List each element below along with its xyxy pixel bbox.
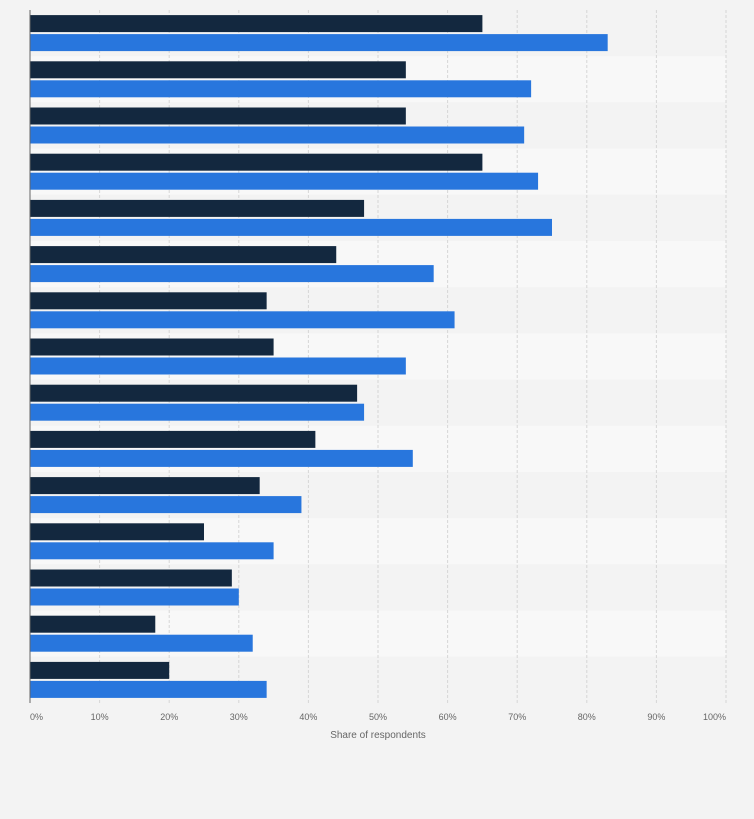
x-tick-label: 90% [647,712,665,722]
bar-series-2 [30,680,267,698]
x-tick-label: 10% [91,712,109,722]
bar-series-1 [30,523,204,541]
bar-series-1 [30,246,337,264]
bar-series-1 [30,338,274,356]
bar-series-2 [30,34,608,52]
bar-series-1 [30,153,483,171]
bar-series-2 [30,542,274,560]
x-tick-label: 70% [508,712,526,722]
bar-series-2 [30,588,239,606]
bar-series-1 [30,292,267,310]
x-tick-label: 0% [30,712,43,722]
x-axis-title: Share of respondents [330,730,426,741]
bar-series-1 [30,61,406,79]
bar-series-1 [30,615,156,633]
bar-series-2 [30,496,302,514]
bar-series-2 [30,403,365,421]
bar-series-2 [30,265,434,283]
bar-series-1 [30,477,260,495]
bar-series-2 [30,218,552,236]
bar-series-2 [30,449,413,467]
bar-series-1 [30,569,232,587]
bar-series-1 [30,199,365,217]
bar-series-2 [30,80,532,98]
bar-series-1 [30,661,170,679]
x-tick-label: 50% [369,712,387,722]
bar-series-1 [30,107,406,125]
bars [30,15,608,698]
gridlines [99,10,727,703]
bar-series-2 [30,357,406,375]
bar-series-1 [30,15,483,33]
x-tick-label: 40% [299,712,317,722]
x-tick-label: 20% [160,712,178,722]
x-tick-label: 30% [230,712,248,722]
bar-series-2 [30,126,525,144]
x-tick-label: 80% [578,712,596,722]
x-tick-label: 100% [703,712,726,722]
x-tick-label: 60% [439,712,457,722]
bar-series-1 [30,384,358,402]
x-tick-labels: 0% 10% 20% 30% 40% 50% 60% 70% 80% 90% 100% [30,712,726,722]
bar-series-1 [30,430,316,448]
bar-series-2 [30,311,455,329]
bar-series-2 [30,172,539,190]
bar-series-2 [30,634,253,652]
